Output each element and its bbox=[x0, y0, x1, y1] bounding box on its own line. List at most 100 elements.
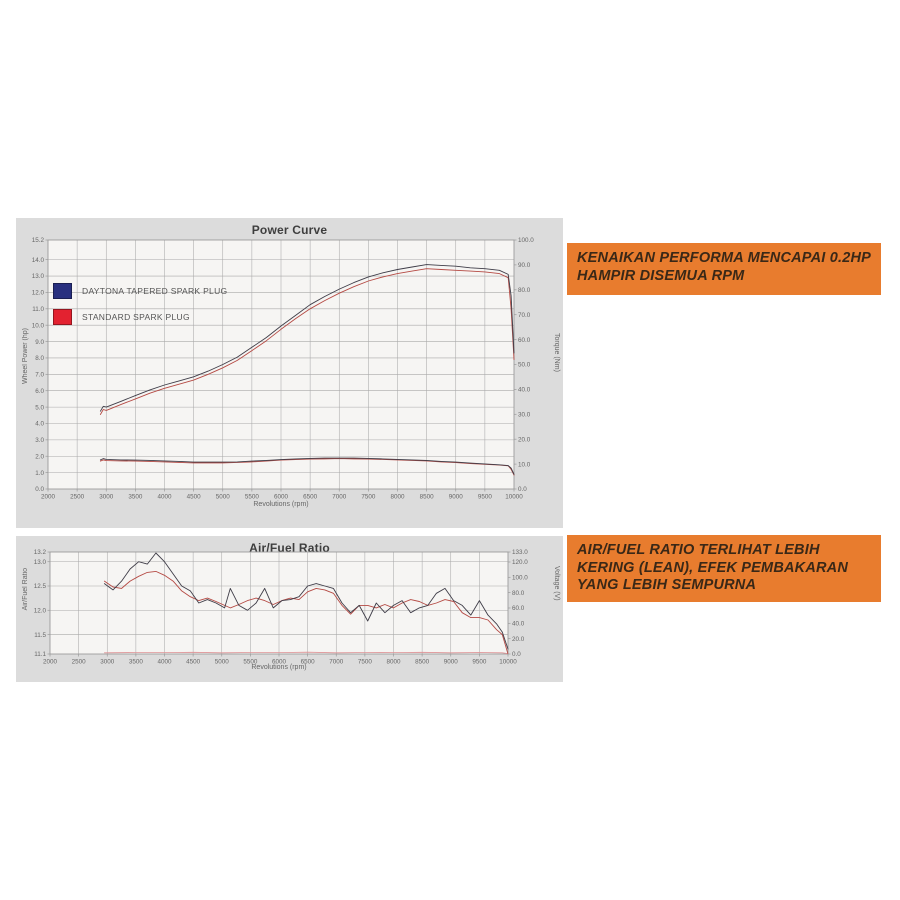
power-curve-chart: Power Curve 2000 2500 3000 3500 4000 4500 5000… bbox=[16, 218, 563, 528]
svg-text:10000: 10000 bbox=[505, 494, 523, 501]
power-curve-plot: 2000 2500 3000 3500 4000 4500 5000 5500 6000 6500… bbox=[32, 237, 535, 501]
svg-text:60.0: 60.0 bbox=[512, 605, 525, 612]
svg-text:10000: 10000 bbox=[499, 659, 517, 666]
svg-text:70.0: 70.0 bbox=[518, 312, 531, 319]
svg-text:7500: 7500 bbox=[358, 659, 373, 666]
svg-text:133.0: 133.0 bbox=[512, 549, 528, 556]
svg-text:11.1: 11.1 bbox=[34, 651, 46, 658]
series-standard-torque bbox=[99, 458, 515, 476]
series-lines bbox=[103, 552, 509, 655]
svg-text:6500: 6500 bbox=[301, 659, 316, 666]
svg-text:100.0: 100.0 bbox=[518, 237, 534, 244]
svg-text:10.0: 10.0 bbox=[518, 461, 531, 468]
svg-text:7000: 7000 bbox=[332, 494, 347, 501]
svg-text:6.0: 6.0 bbox=[35, 388, 44, 395]
svg-text:9.0: 9.0 bbox=[35, 339, 44, 346]
svg-text:7000: 7000 bbox=[329, 659, 344, 666]
svg-text:4.0: 4.0 bbox=[35, 421, 44, 428]
y-axis-label-right: Torque (Nm) bbox=[553, 333, 560, 372]
svg-text:30.0: 30.0 bbox=[518, 412, 531, 419]
svg-text:4000: 4000 bbox=[157, 659, 172, 666]
svg-text:2.0: 2.0 bbox=[35, 453, 44, 460]
legend-label: STANDARD SPARK PLUG bbox=[82, 312, 190, 322]
air-fuel-ratio-chart: Air/Fuel Ratio 2000 2500 3000 3500 4000 4500 5… bbox=[16, 536, 563, 682]
svg-text:8500: 8500 bbox=[420, 494, 435, 501]
svg-text:5500: 5500 bbox=[243, 659, 258, 666]
svg-text:4000: 4000 bbox=[157, 494, 172, 501]
svg-text:9000: 9000 bbox=[449, 494, 464, 501]
svg-text:4500: 4500 bbox=[187, 494, 202, 501]
svg-text:5000: 5000 bbox=[216, 494, 231, 501]
y-axis-label-right: Voltage (V) bbox=[553, 566, 560, 601]
svg-text:12.5: 12.5 bbox=[34, 583, 47, 590]
legend-item-standard: STANDARD SPARK PLUG bbox=[53, 304, 227, 330]
x-axis-label: Revolutions (rpm) bbox=[251, 664, 307, 671]
series-daytona-afr bbox=[103, 552, 509, 650]
svg-text:8.0: 8.0 bbox=[35, 355, 44, 362]
svg-text:50.0: 50.0 bbox=[518, 362, 531, 369]
chart-title: Air/Fuel Ratio bbox=[249, 541, 330, 555]
x-axis-label: Revolutions (rpm) bbox=[253, 501, 309, 508]
svg-text:10.0: 10.0 bbox=[32, 322, 45, 329]
svg-text:80.0: 80.0 bbox=[512, 590, 525, 597]
svg-text:5.0: 5.0 bbox=[35, 404, 44, 411]
svg-text:7.0: 7.0 bbox=[35, 372, 44, 379]
legend: DAYTONA TAPERED SPARK PLUG STANDARD SPAR… bbox=[53, 278, 227, 330]
svg-text:15.2: 15.2 bbox=[32, 237, 45, 244]
svg-text:12.0: 12.0 bbox=[34, 607, 47, 614]
series-lines bbox=[99, 264, 515, 476]
svg-text:8500: 8500 bbox=[415, 659, 430, 666]
svg-text:6000: 6000 bbox=[272, 659, 287, 666]
svg-text:11.0: 11.0 bbox=[32, 306, 44, 313]
svg-text:40.0: 40.0 bbox=[518, 387, 531, 394]
svg-text:9500: 9500 bbox=[472, 659, 487, 666]
svg-text:60.0: 60.0 bbox=[518, 337, 531, 344]
svg-text:9500: 9500 bbox=[478, 494, 493, 501]
y-axis-label-left: Air/Fuel Ratio bbox=[22, 568, 29, 611]
svg-text:3500: 3500 bbox=[128, 494, 143, 501]
svg-text:20.0: 20.0 bbox=[518, 436, 531, 443]
chart-title: Power Curve bbox=[251, 223, 328, 237]
y-axis-label-left: Wheel Power (hp) bbox=[22, 328, 29, 385]
svg-text:0.0: 0.0 bbox=[518, 486, 527, 493]
svg-text:6500: 6500 bbox=[303, 494, 318, 501]
svg-text:3000: 3000 bbox=[99, 494, 114, 501]
svg-text:80.0: 80.0 bbox=[518, 287, 531, 294]
svg-text:8000: 8000 bbox=[386, 659, 401, 666]
series-voltage bbox=[104, 651, 509, 654]
series-daytona-torque bbox=[99, 457, 515, 475]
air-fuel-plot: 2000 2500 3000 3500 4000 4500 5000 5500 6000 6500… bbox=[34, 549, 529, 665]
legend-swatch-red bbox=[53, 309, 72, 325]
callout-afr: AIR/FUEL RATIO TERLIHAT LEBIH KERING (LE… bbox=[567, 535, 881, 602]
tick-labels: 2000 2500 3000 3500 4000 4500 5000 5500 6000 6500… bbox=[34, 549, 529, 665]
svg-text:6000: 6000 bbox=[274, 494, 289, 501]
series-standard-afr bbox=[103, 570, 509, 655]
series-daytona-power bbox=[99, 264, 515, 412]
svg-text:0.0: 0.0 bbox=[512, 651, 521, 658]
svg-text:11.5: 11.5 bbox=[34, 632, 46, 639]
svg-text:2500: 2500 bbox=[72, 659, 87, 666]
svg-text:20.0: 20.0 bbox=[512, 636, 525, 643]
svg-text:2000: 2000 bbox=[43, 659, 58, 666]
svg-text:4500: 4500 bbox=[186, 659, 201, 666]
legend-swatch-blue bbox=[53, 283, 72, 299]
svg-text:9000: 9000 bbox=[444, 659, 459, 666]
svg-text:0.0: 0.0 bbox=[35, 486, 44, 493]
svg-text:90.0: 90.0 bbox=[518, 262, 531, 269]
series-standard-power bbox=[99, 268, 515, 415]
svg-text:14.0: 14.0 bbox=[32, 257, 45, 264]
svg-text:1.0: 1.0 bbox=[35, 470, 44, 477]
svg-text:100.0: 100.0 bbox=[512, 575, 528, 582]
legend-item-daytona: DAYTONA TAPERED SPARK PLUG bbox=[53, 278, 227, 304]
svg-text:5500: 5500 bbox=[245, 494, 260, 501]
svg-text:7500: 7500 bbox=[361, 494, 376, 501]
svg-text:3000: 3000 bbox=[100, 659, 115, 666]
svg-text:3500: 3500 bbox=[129, 659, 144, 666]
svg-text:40.0: 40.0 bbox=[512, 621, 525, 628]
legend-label: DAYTONA TAPERED SPARK PLUG bbox=[82, 286, 228, 296]
svg-text:3.0: 3.0 bbox=[35, 437, 44, 444]
svg-text:13.0: 13.0 bbox=[34, 559, 47, 566]
callout-performance: KENAIKAN PERFORMA MENCAPAI 0.2HP HAMPIR … bbox=[567, 243, 881, 295]
svg-text:8000: 8000 bbox=[390, 494, 405, 501]
svg-text:12.0: 12.0 bbox=[32, 290, 45, 297]
